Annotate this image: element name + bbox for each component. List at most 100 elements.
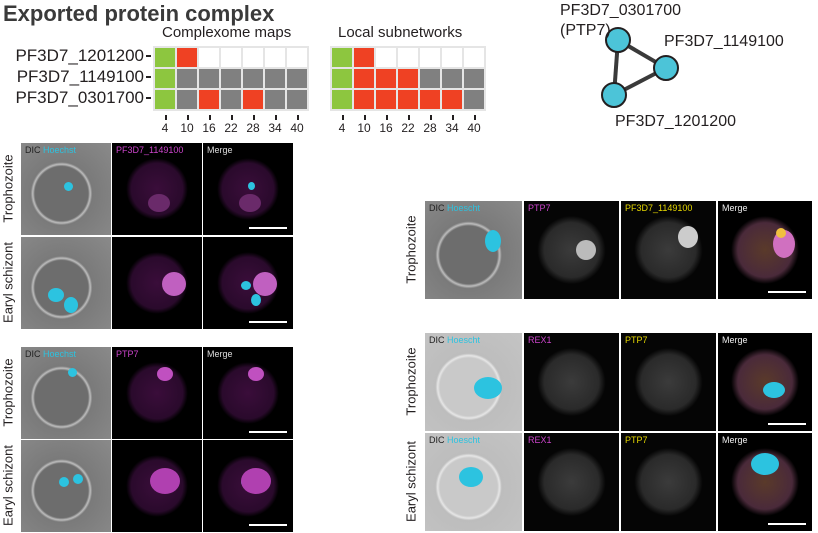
stage-label: Earyl schizont xyxy=(0,445,16,526)
heatmap-cell xyxy=(199,90,219,109)
channel-label: PF3D7_1149100 xyxy=(625,203,692,213)
channel-name: Hoechst xyxy=(43,145,77,155)
axis-tick xyxy=(474,115,476,120)
network-node-ptp7 xyxy=(605,27,631,53)
nucleus-stain xyxy=(750,452,779,475)
signal-spot xyxy=(239,193,261,212)
nucleus-stain xyxy=(67,368,77,378)
axis-tick xyxy=(386,115,388,120)
channel-name: Merge xyxy=(722,435,748,445)
channel-name: Merge xyxy=(722,335,748,345)
heatmap-cell xyxy=(376,90,396,109)
tick-label: 22 xyxy=(401,121,415,135)
heatmap-cell xyxy=(420,48,440,67)
micrograph-panel: Merge xyxy=(203,347,293,439)
node-label: PF3D7_1149100 xyxy=(664,33,784,50)
channel-name: PTP7 xyxy=(116,349,139,359)
axis-tick xyxy=(452,115,454,120)
nucleus-stain xyxy=(58,476,69,487)
channel-name: DIC xyxy=(25,349,41,359)
nucleus-stain xyxy=(250,294,261,307)
channel-label: Merge xyxy=(207,145,233,155)
channel-label: Merge xyxy=(207,349,233,359)
nucleus-stain xyxy=(48,287,64,302)
micrograph-panel xyxy=(21,440,111,532)
channel-label: PTP7 xyxy=(528,203,551,213)
channel-label: DIC Hoechst xyxy=(25,145,76,155)
heatmap-cell xyxy=(464,69,484,88)
channel-name: Hoescht xyxy=(447,435,481,445)
tick-label: 4 xyxy=(338,121,346,135)
axis-tick xyxy=(364,115,366,120)
channel-label: PTP7 xyxy=(625,435,648,445)
signal-spot xyxy=(240,467,271,494)
heatmap-cell xyxy=(221,48,241,67)
micrograph-panel: PTP7 xyxy=(621,333,716,431)
micrograph-panel xyxy=(21,237,111,329)
channel-name: Merge xyxy=(207,349,233,359)
channel-label: DIC Hoescht xyxy=(429,335,480,345)
channel-label: DIC Hoechst xyxy=(25,349,76,359)
micrograph-panel: PTP7 xyxy=(524,201,619,299)
heatmap-cell xyxy=(376,69,396,88)
channel-label: PF3D7_1149100 xyxy=(116,145,183,155)
heatmap-cell xyxy=(464,90,484,109)
heatmap-cell xyxy=(155,90,175,109)
heatmap-cell xyxy=(265,90,285,109)
scale-bar xyxy=(768,523,806,525)
stage-label: Earyl schizont xyxy=(403,441,419,522)
heatmap-cell xyxy=(243,48,263,67)
axis-tick xyxy=(408,115,410,120)
channel-label: PTP7 xyxy=(625,335,648,345)
node-label: PF3D7_1201200 xyxy=(615,113,736,130)
heatmap-cell xyxy=(177,48,197,67)
heatmap-cell xyxy=(398,48,418,67)
heatmap-cell xyxy=(265,48,285,67)
channel-label: Merge xyxy=(722,335,748,345)
channel-label: REX1 xyxy=(528,335,552,345)
nucleus-stain xyxy=(64,181,74,191)
channel-name: PTP7 xyxy=(625,435,648,445)
nucleus-stain xyxy=(64,296,79,313)
channel-name: DIC xyxy=(429,335,445,345)
channel-label: REX1 xyxy=(528,435,552,445)
signal-spot xyxy=(157,367,173,382)
subnetworks-title: Local subnetworks xyxy=(338,24,463,41)
heatmap-cell xyxy=(398,90,418,109)
micrograph-panel: PTP7 xyxy=(621,433,716,531)
channel-name: PF3D7_1149100 xyxy=(116,145,184,155)
micrograph-panel: PF3D7_1149100 xyxy=(112,143,202,235)
scale-bar xyxy=(768,291,806,293)
tick-label: 28 xyxy=(246,121,260,135)
channel-label: Merge xyxy=(722,435,748,445)
heatmap-cell xyxy=(420,69,440,88)
axis-tick xyxy=(253,115,255,120)
micrograph-panel: DIC Hoechst xyxy=(21,347,111,439)
tick-label: 16 xyxy=(379,121,393,135)
signal-spot xyxy=(149,467,180,494)
axis-tick xyxy=(275,115,277,120)
channel-name: REX1 xyxy=(528,335,552,345)
micrograph-panel: PF3D7_1149100 xyxy=(621,201,716,299)
channel-name: Merge xyxy=(207,145,233,155)
tick-label: 16 xyxy=(202,121,216,135)
nucleus-stain xyxy=(240,281,251,291)
micrograph-panel: PTP7 xyxy=(112,347,202,439)
axis-tick xyxy=(231,115,233,120)
complexome-heatmap xyxy=(153,46,309,111)
row-label: PF3D7_1201200 xyxy=(2,46,152,66)
row-label: PF3D7_0301700 xyxy=(2,88,152,108)
heatmap-cell xyxy=(442,90,462,109)
stage-label: Trophozoite xyxy=(0,358,16,427)
nucleus-stain xyxy=(458,467,483,488)
tick-label: 34 xyxy=(268,121,282,135)
tick-label: 22 xyxy=(224,121,238,135)
heatmap-cell xyxy=(287,69,307,88)
micrograph-panel xyxy=(203,237,293,329)
channel-name: DIC xyxy=(25,145,41,155)
tick-label: 34 xyxy=(445,121,459,135)
network-node-1201200 xyxy=(601,82,627,108)
axis-tick xyxy=(430,115,432,120)
tick-label: 40 xyxy=(467,121,481,135)
tick-label: 10 xyxy=(180,121,194,135)
